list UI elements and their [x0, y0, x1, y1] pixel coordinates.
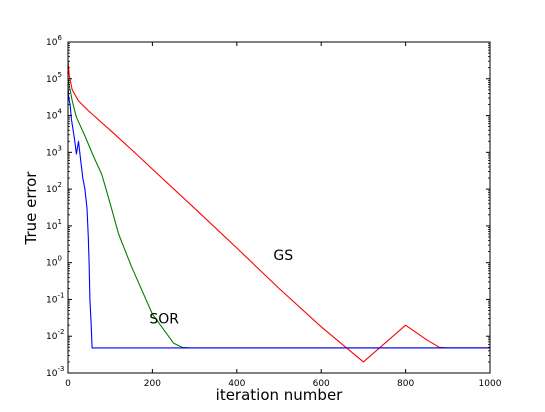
y-tick-label: 101: [46, 218, 62, 232]
y-tick-label: 103: [46, 144, 62, 158]
x-tick-label: 1000: [479, 379, 502, 389]
y-axis-ticks: 10-3 10-2 10-1 100 101 102 103 104 105 106: [46, 34, 490, 379]
y-tick-label: 100: [46, 255, 62, 269]
x-axis-label: iteration number: [216, 386, 344, 404]
y-tick-label: 10-1: [46, 291, 64, 305]
plot-frame: [67, 41, 491, 374]
y-tick-label: 104: [46, 108, 62, 122]
y-tick-label: 105: [46, 71, 62, 85]
y-tick-label: 10-3: [46, 365, 64, 379]
y-tick-label: 106: [46, 34, 62, 48]
x-tick-label: 200: [144, 379, 161, 389]
x-tick-label: 800: [397, 379, 414, 389]
y-tick-label: 10-2: [46, 328, 64, 342]
series-line-unnamed-2: [67, 86, 490, 349]
y-axis-label: True error: [22, 171, 40, 246]
annotation-gs: GS: [273, 248, 293, 264]
series-line-gs: [67, 61, 490, 363]
x-tick-label: 0: [65, 379, 71, 389]
x-tick-label: 600: [313, 379, 330, 389]
series-layer: [67, 61, 490, 363]
x-tick-label: 400: [228, 379, 245, 389]
plot-background: [68, 42, 490, 373]
annotation-sor: SOR: [149, 312, 179, 328]
annotations: GS SOR: [149, 248, 293, 328]
y-tick-label: 102: [46, 181, 62, 195]
x-axis-ticks: 0 200 400 600 800 1000: [65, 42, 502, 389]
